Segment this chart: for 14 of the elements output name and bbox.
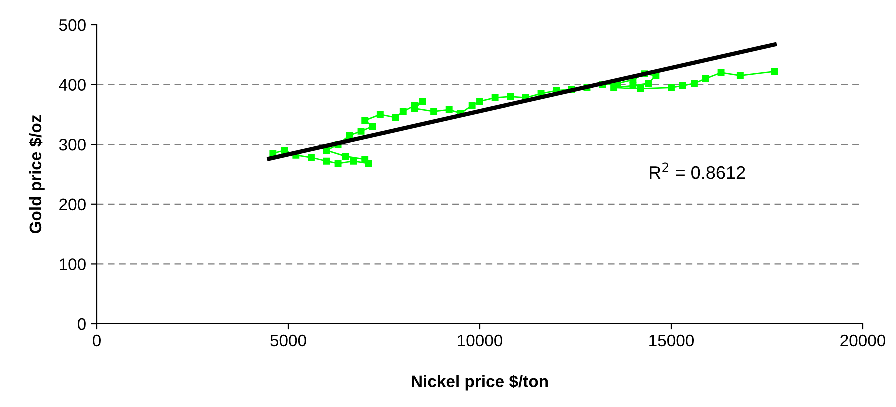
x-axis-title: Nickel price $/ton	[412, 374, 548, 391]
x-tick-label: 15000	[650, 334, 694, 347]
y-tick-label: 500	[59, 19, 86, 32]
x-tick-label: 20000	[840, 334, 886, 347]
y-tick-label: 300	[59, 139, 86, 151]
y-axis-title: Gold price $/oz	[29, 115, 45, 234]
x-tick-label: 10000	[458, 334, 503, 347]
y-tick-label: 0	[78, 318, 86, 330]
y-tick-label: 200	[60, 198, 86, 211]
y-tick-label: 100	[60, 258, 86, 270]
annotation: R$^{2}$ = 0.8612	[650, 162, 746, 180]
x-tick-label: 5000	[270, 334, 306, 347]
y-tick-label: 400	[59, 79, 86, 92]
x-tick-label: 0	[93, 334, 101, 347]
